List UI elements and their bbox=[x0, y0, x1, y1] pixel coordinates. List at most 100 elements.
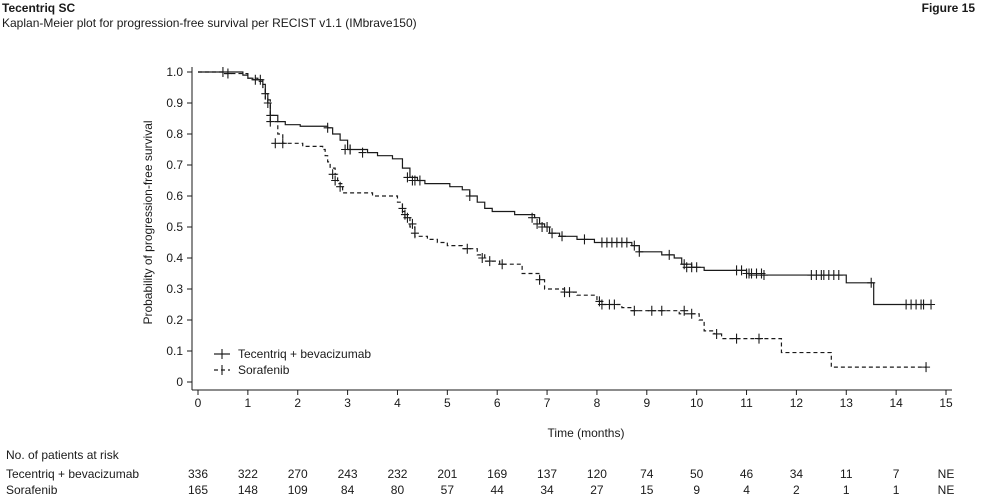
x-tick-label: 8 bbox=[594, 396, 601, 410]
x-tick-label: 6 bbox=[494, 396, 501, 410]
y-tick-label: 0.4 bbox=[166, 251, 183, 265]
risk-cell: 4 bbox=[743, 483, 750, 497]
x-tick-label: 7 bbox=[544, 396, 551, 410]
censor-mark bbox=[528, 212, 537, 223]
censor-mark bbox=[478, 253, 487, 263]
y-tick-label: 0.2 bbox=[166, 313, 183, 327]
censor-mark bbox=[737, 265, 746, 276]
x-tick-label: 13 bbox=[840, 396, 854, 410]
x-tick-label: 3 bbox=[344, 396, 351, 410]
censor-mark bbox=[692, 262, 701, 273]
risk-cell: 7 bbox=[892, 467, 900, 481]
censor-mark bbox=[630, 305, 639, 316]
x-tick-label: 15 bbox=[939, 396, 953, 410]
risk-table-title: No. of patients at risk bbox=[6, 448, 119, 462]
y-axis-label: Probability of progression-free survival bbox=[141, 120, 155, 324]
censor-mark bbox=[558, 231, 567, 242]
y-tick-label: 0.3 bbox=[166, 282, 183, 296]
risk-cell: 232 bbox=[387, 467, 408, 481]
x-tick-label: 10 bbox=[690, 396, 704, 410]
risk-cell: NE bbox=[937, 483, 955, 497]
risk-cell: 11 bbox=[840, 467, 853, 481]
censor-mark bbox=[535, 274, 544, 285]
censor-mark bbox=[346, 144, 355, 155]
risk-cell: 1 bbox=[842, 483, 850, 497]
x-tick-label: 0 bbox=[195, 396, 202, 410]
censor-mark bbox=[867, 277, 876, 288]
y-tick-label: 0.7 bbox=[166, 158, 183, 172]
censor-mark bbox=[732, 333, 741, 344]
censor-mark bbox=[403, 172, 412, 183]
censor-mark bbox=[358, 147, 367, 158]
censor-mark bbox=[635, 246, 644, 257]
censor-mark bbox=[398, 203, 407, 214]
censor-mark bbox=[665, 249, 674, 260]
censor-mark bbox=[687, 308, 696, 319]
censor-mark bbox=[622, 237, 631, 248]
censor-mark bbox=[927, 299, 936, 310]
censor-mark bbox=[548, 228, 557, 239]
risk-cell: 9 bbox=[693, 483, 700, 497]
censor-mark bbox=[323, 122, 332, 133]
risk-cell: 50 bbox=[689, 467, 704, 481]
x-tick-label: 12 bbox=[790, 396, 804, 410]
product-title: Tecentriq SC bbox=[2, 1, 76, 15]
censor-mark bbox=[403, 212, 412, 223]
y-tick-label: 0.9 bbox=[166, 96, 183, 110]
censor-mark bbox=[922, 362, 931, 373]
censor-mark bbox=[755, 333, 763, 344]
censor-mark bbox=[336, 181, 345, 192]
risk-cell: 74 bbox=[640, 467, 654, 481]
x-tick-label: 9 bbox=[643, 396, 650, 410]
risk-cell: 27 bbox=[590, 483, 604, 497]
risk-cell: 148 bbox=[237, 483, 258, 497]
risk-cell: 120 bbox=[586, 467, 607, 481]
figure-subtitle: Kaplan-Meier plot for progression-free s… bbox=[2, 16, 417, 30]
censor-mark bbox=[597, 299, 606, 310]
risk-row-label: Sorafenib bbox=[6, 483, 58, 497]
censor-mark bbox=[647, 305, 656, 316]
censor-mark bbox=[498, 259, 507, 270]
risk-cell: 34 bbox=[540, 483, 554, 497]
risk-cell: 243 bbox=[337, 467, 358, 481]
censor-mark bbox=[278, 138, 287, 149]
risk-row-label: Tecentriq + bevacizumab bbox=[6, 467, 140, 481]
censor-mark bbox=[712, 328, 721, 339]
x-tick-label: 4 bbox=[394, 396, 401, 410]
risk-cell: 44 bbox=[490, 483, 504, 497]
censor-mark bbox=[919, 299, 928, 310]
y-tick-label: 0.5 bbox=[166, 220, 183, 234]
x-tick-label: 2 bbox=[294, 396, 301, 410]
risk-cell: 2 bbox=[793, 483, 800, 497]
x-tick-label: 14 bbox=[889, 396, 903, 410]
x-tick-label: 1 bbox=[245, 396, 252, 410]
censor-mark bbox=[263, 98, 272, 108]
x-axis-label: Time (months) bbox=[548, 426, 625, 440]
censor-mark bbox=[610, 299, 619, 310]
figure-number: Figure 15 bbox=[921, 1, 975, 15]
legend-label: Tecentriq + bevacizumab bbox=[238, 347, 371, 361]
risk-cell: 201 bbox=[437, 467, 458, 481]
risk-cell: NE bbox=[937, 467, 955, 481]
risk-cell: 169 bbox=[487, 467, 508, 481]
series-line-tecentriq bbox=[198, 71, 932, 306]
y-tick-label: 1.0 bbox=[166, 65, 183, 79]
censor-mark bbox=[266, 116, 275, 127]
censor-mark bbox=[543, 222, 552, 232]
censor-mark bbox=[415, 175, 424, 186]
censor-mark bbox=[485, 256, 494, 267]
risk-cell: 84 bbox=[340, 483, 355, 497]
censor-mark bbox=[463, 243, 472, 254]
censor-mark bbox=[657, 305, 666, 316]
censor-mark bbox=[580, 234, 589, 245]
series-line-sorafenib bbox=[198, 71, 927, 368]
censor-mark bbox=[256, 74, 265, 85]
censor-mark bbox=[680, 305, 689, 316]
censor-mark bbox=[328, 169, 337, 180]
censor-mark bbox=[533, 218, 542, 229]
risk-cell: 270 bbox=[287, 467, 308, 481]
censor-mark bbox=[271, 138, 280, 149]
risk-cell: 80 bbox=[390, 483, 405, 497]
censor-mark bbox=[223, 68, 232, 79]
